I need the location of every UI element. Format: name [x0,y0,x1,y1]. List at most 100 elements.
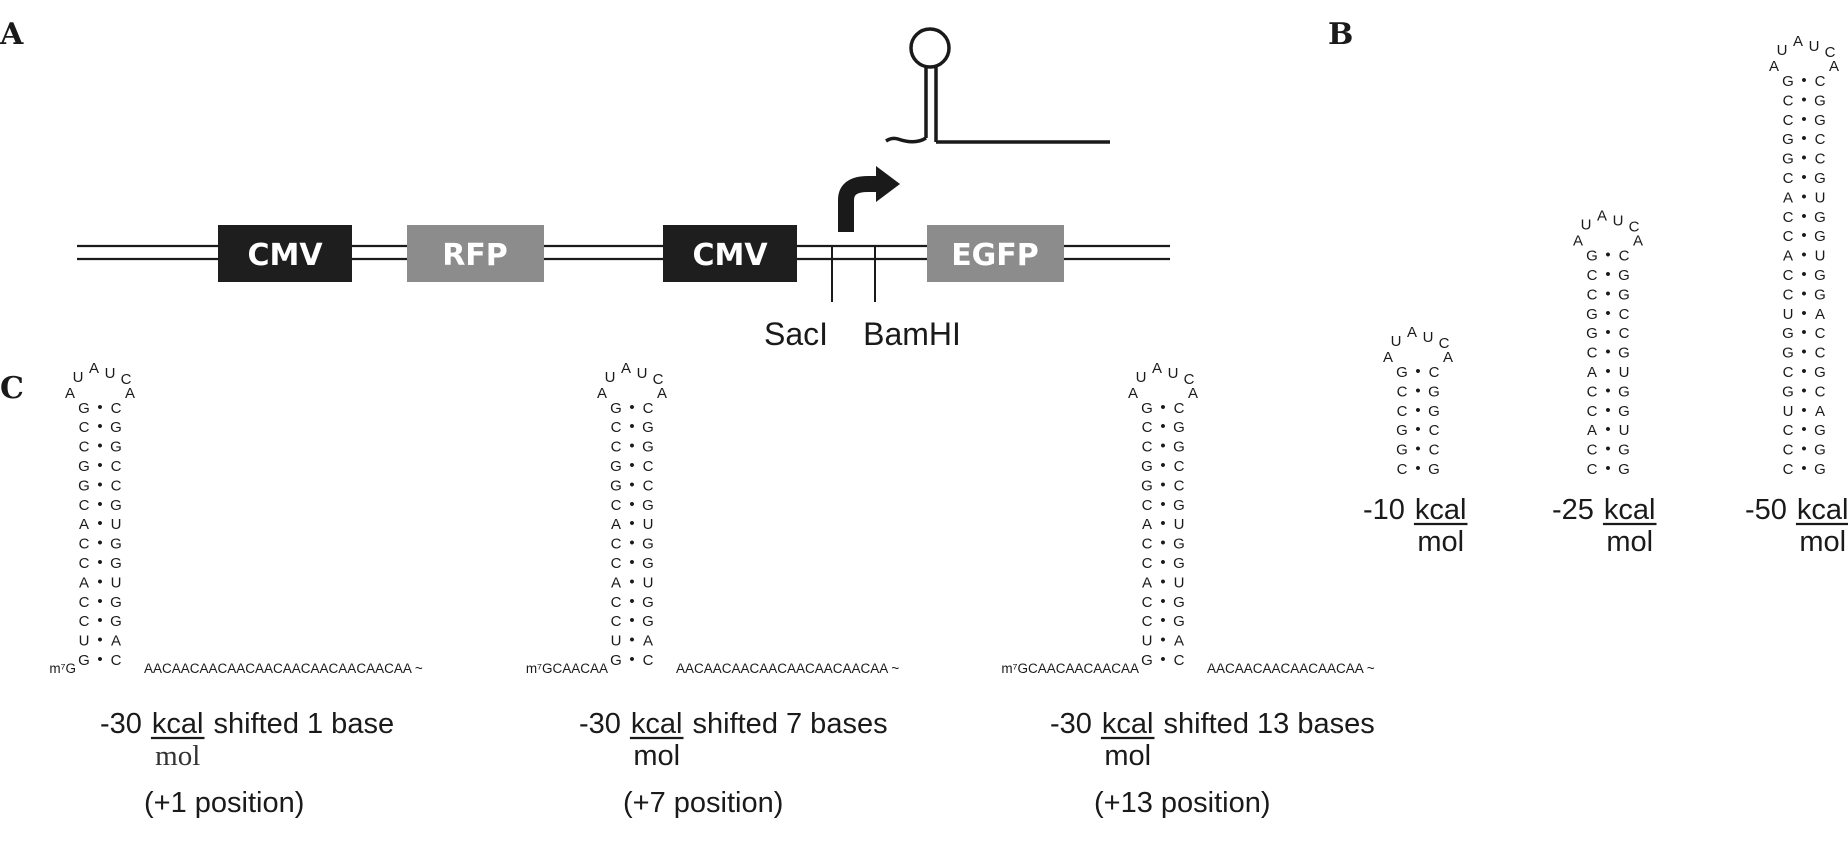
nucleotide: G [1618,345,1630,362]
nucleotide: G [1586,306,1598,323]
nucleotide: G [642,419,654,436]
nucleotide: U [111,574,122,591]
nucleotide: A [1142,516,1152,533]
nucleotide: G [110,419,122,436]
nucleotide: C [79,594,90,611]
pair-dot: • [629,535,634,552]
nucleotide: G [642,497,654,514]
nucleotide: C [643,400,654,417]
energy-value: -10 [1363,494,1405,526]
pair-dot: • [97,632,102,649]
nucleotide: G [1428,383,1440,400]
nucleotide: C [1142,555,1153,572]
nucleotide: C [1619,306,1630,323]
nucleotide: U [643,574,654,591]
nucleotide: C [611,613,622,630]
three-prime-tail: AACAACAACAACAACAACAACAACAACAA ~ [144,661,423,676]
loop-nucleotide: A [1573,233,1583,250]
nucleotide: G [1396,364,1408,381]
loop-nucleotide: A [1793,33,1803,50]
pair-dot: • [629,612,634,629]
pair-dot: • [1160,438,1165,455]
nucleotide: C [79,439,90,456]
nucleotide: G [1782,151,1794,168]
loop-nucleotide: A [1443,349,1453,366]
pair-dot: • [629,573,634,590]
nucleotide: U [611,633,622,650]
nucleotide: C [611,555,622,572]
nucleotide: C [111,477,122,494]
c-hairpin-1: G • CC • GC • GG • CG • CC • GA • UC • GC • GA • UC • GC • GU • AG… [65,360,135,669]
c-construct-1: G • CC • GC • GG • CG • CC • GA • UC • GC • GA • UC • GC • GU • AG… [49,360,422,819]
loop-nucleotide: A [597,385,607,402]
pair-dot: • [97,496,102,513]
pair-dot: • [629,515,634,532]
pair-dot: • [1605,285,1610,302]
pair-dot: • [1605,305,1610,322]
energy-unit-numerator: kcal [1102,708,1154,740]
nucleotide: G [610,652,622,669]
loop-nucleotide: U [1613,213,1624,230]
energy-unit-numerator: kcal [1415,494,1467,526]
nucleotide: G [1618,267,1630,284]
shift-description: shifted 7 bases [693,708,888,740]
pair-dot: • [1160,399,1165,416]
nucleotide: A [111,633,121,650]
loop-nucleotide: C [121,371,132,388]
nucleotide: G [1141,652,1153,669]
nucleotide: C [1783,422,1794,439]
energy-unit-numerator: kcal [631,708,683,740]
nucleotide: G [1586,325,1598,342]
loop-nucleotide: U [1809,38,1820,55]
loop-nucleotide: A [657,385,667,402]
nucleotide: C [643,477,654,494]
pair-dot: • [1801,227,1806,244]
cmv-label-2: CMV [692,238,768,273]
nucleotide: C [1619,248,1630,265]
nucleotide: G [1814,461,1826,478]
loop-nucleotide: U [1423,329,1434,346]
nucleotide: G [1782,131,1794,148]
loop-nucleotide: A [1128,385,1138,402]
three-prime-tail: AACAACAACAACAACAA ~ [1207,661,1375,676]
nucleotide: C [1815,345,1826,362]
nucleotide: C [79,536,90,553]
loop-nucleotide: A [1383,349,1393,366]
nucleotide: G [1618,383,1630,400]
loop-nucleotide: C [1439,335,1450,352]
nucleotide: C [1429,442,1440,459]
loop-nucleotide: U [1168,365,1179,382]
pair-dot: • [1801,344,1806,361]
pair-dot: • [1415,382,1420,399]
nucleotide: G [1814,364,1826,381]
nucleotide: C [1815,151,1826,168]
nucleotide: A [1587,422,1597,439]
pair-dot: • [97,457,102,474]
pair-dot: • [1160,496,1165,513]
nucleotide: C [79,497,90,514]
pair-dot: • [629,593,634,610]
pair-dot: • [1801,382,1806,399]
nucleotide: C [1174,652,1185,669]
loop-nucleotide: A [1188,385,1198,402]
egfp-box [927,225,1064,282]
pair-dot: • [97,399,102,416]
loop-nucleotide: A [89,360,99,377]
nucleotide: G [78,400,90,417]
nucleotide: C [1815,131,1826,148]
pair-dot: • [97,418,102,435]
nucleotide: G [1428,403,1440,420]
nucleotide: G [1141,458,1153,475]
loop-nucleotide: U [105,365,116,382]
c-construct-3: G • CC • GC • GG • CG • CC • GA • UC • GC • GA • UC • GC • GU • AG… [1001,360,1374,819]
nucleotide: C [1587,267,1598,284]
pair-dot: • [1605,382,1610,399]
nucleotide: A [1587,364,1597,381]
shift-description: shifted 1 base [214,708,395,740]
cmv-promoter-box-1 [218,225,352,282]
energy-value: -50 [1745,494,1787,526]
nucleotide: G [1814,442,1826,459]
